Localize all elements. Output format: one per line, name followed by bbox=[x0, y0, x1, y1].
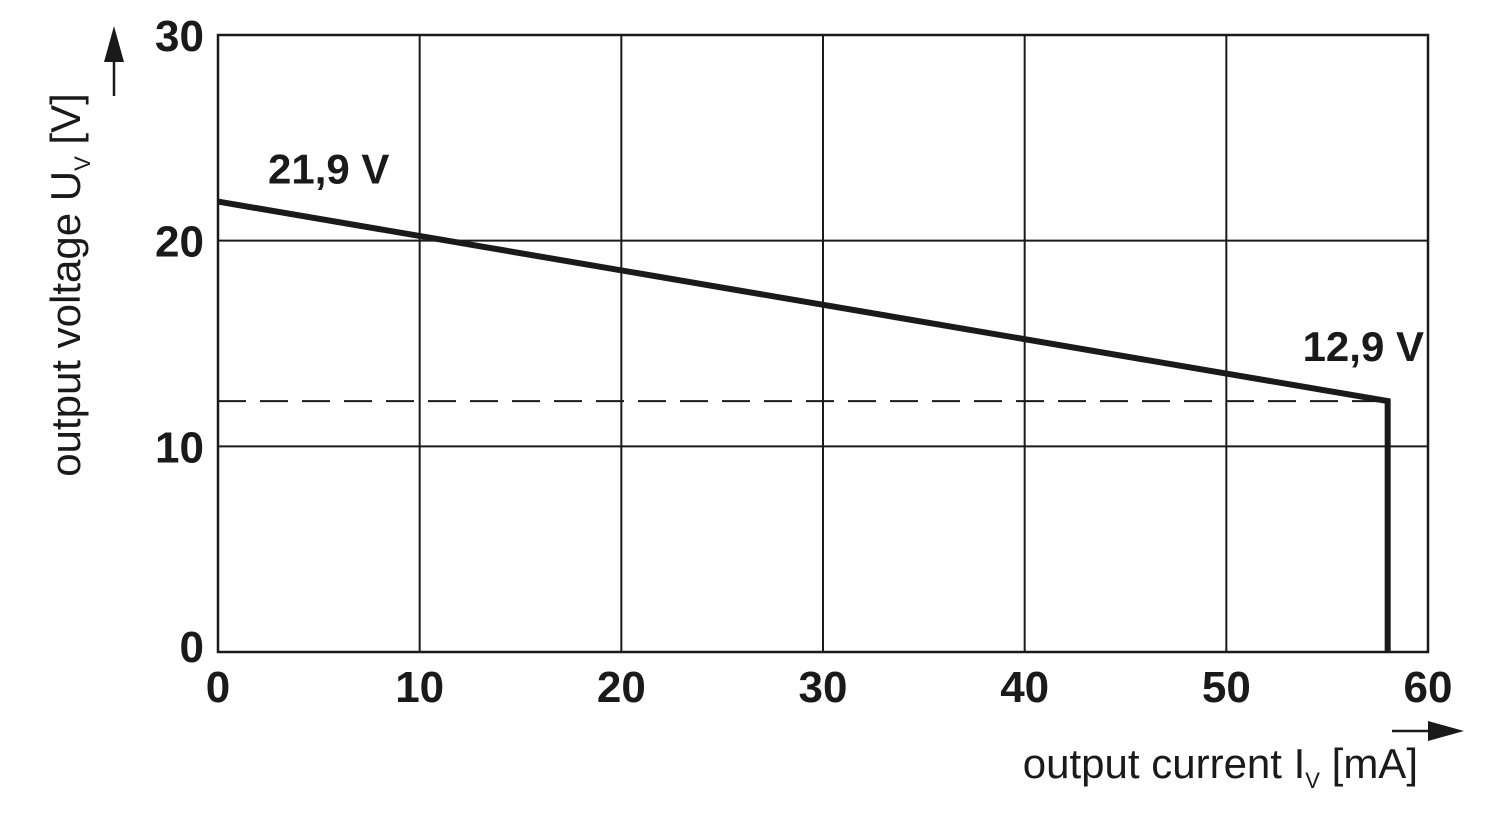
y-tick-labels: 0 10 20 30 bbox=[155, 12, 204, 672]
grid bbox=[218, 35, 1428, 652]
plot-frame bbox=[216, 33, 1430, 654]
y-tick-label: 20 bbox=[155, 218, 204, 267]
x-axis-label-sub: V bbox=[1305, 768, 1320, 793]
y-tick-label: 0 bbox=[180, 623, 204, 672]
x-axis-arrow-icon bbox=[1392, 721, 1464, 741]
annotation-label: 21,9 V bbox=[268, 146, 389, 193]
y-axis-label-sub: V bbox=[70, 156, 95, 171]
y-tick-label: 30 bbox=[155, 12, 204, 61]
y-axis-label: output voltage UV [V] bbox=[42, 93, 95, 477]
annotations: 21,9 V 12,9 V bbox=[268, 146, 1424, 370]
y-axis-arrow-icon bbox=[104, 26, 124, 96]
y-axis-label-unit: [V] bbox=[42, 93, 89, 156]
x-tick-label: 10 bbox=[395, 663, 444, 712]
series-line bbox=[217, 198, 1391, 652]
x-axis-label: output current IV [mA] bbox=[1023, 740, 1418, 793]
x-tick-label: 40 bbox=[1000, 663, 1049, 712]
x-tick-label: 50 bbox=[1202, 663, 1251, 712]
x-tick-label: 20 bbox=[597, 663, 646, 712]
x-tick-label: 0 bbox=[206, 663, 230, 712]
x-tick-label: 60 bbox=[1404, 663, 1453, 712]
annotation-label: 12,9 V bbox=[1303, 323, 1424, 370]
x-tick-labels: 0 10 20 30 40 50 60 bbox=[206, 663, 1453, 712]
series-group bbox=[217, 198, 1391, 652]
x-axis-label-unit: [mA] bbox=[1320, 740, 1418, 787]
y-tick-label: 10 bbox=[155, 423, 204, 472]
x-tick-label: 30 bbox=[799, 663, 848, 712]
x-axis-label-main: output current I bbox=[1023, 740, 1306, 787]
y-axis-label-main: output voltage U bbox=[42, 171, 89, 477]
